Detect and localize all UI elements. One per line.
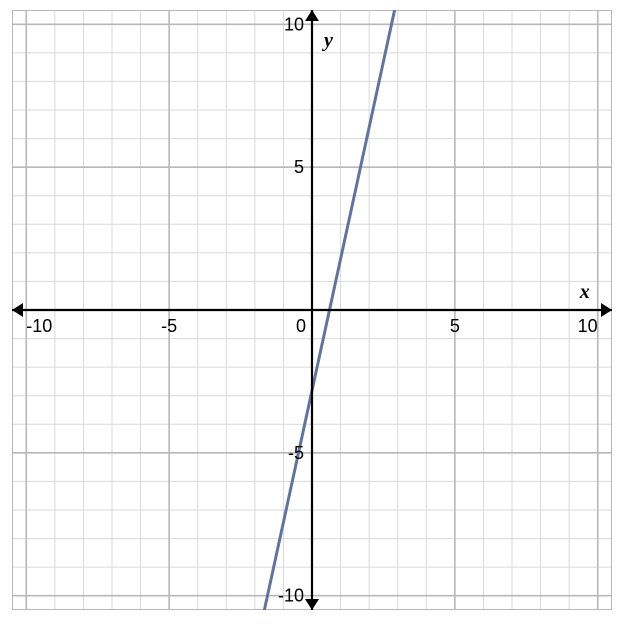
- y-axis-label: y: [322, 29, 333, 51]
- y-tick-label: 5: [294, 157, 304, 177]
- x-axis-label: x: [579, 281, 590, 303]
- x-tick-label: -10: [26, 316, 52, 336]
- line-chart: -10 -5 0 5 10 -10 -5 5 10 x y: [0, 0, 624, 625]
- y-tick-label: 10: [284, 14, 304, 34]
- x-tick-label: 0: [296, 316, 306, 336]
- x-tick-label: 10: [578, 316, 598, 336]
- y-tick-label: -5: [288, 443, 304, 463]
- y-tick-label: -10: [278, 586, 304, 606]
- x-tick-label: 5: [450, 316, 460, 336]
- x-tick-label: -5: [161, 316, 177, 336]
